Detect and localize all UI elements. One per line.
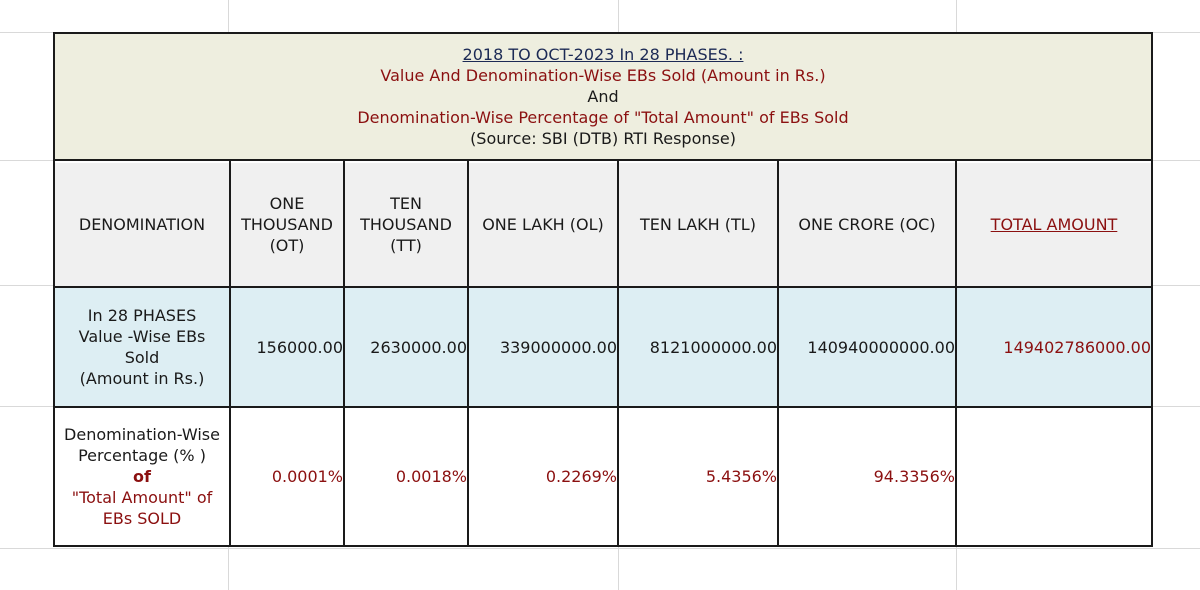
percent-tt: 0.0018% — [345, 408, 467, 545]
percent-row-label: Denomination-Wise Percentage (% ) of "To… — [55, 408, 229, 545]
header-tt-line1: TEN — [390, 194, 422, 213]
percent-label-line5: EBs SOLD — [102, 509, 182, 528]
value-row-label-line2: Value -Wise EBs — [78, 327, 206, 346]
column-divider — [617, 161, 619, 545]
value-row-label-line1: In 28 PHASES — [87, 306, 197, 325]
row-divider — [55, 286, 1151, 288]
percent-tl: 5.4356% — [619, 408, 777, 545]
grid-hline — [0, 548, 1200, 549]
percent-ol: 0.2269% — [469, 408, 617, 545]
column-divider — [467, 161, 469, 545]
percent-total — [957, 408, 1151, 545]
header-ot-line3: (OT) — [269, 236, 305, 255]
value-ol-text: 339000000.00 — [499, 337, 617, 357]
percent-ot-text: 0.0001% — [271, 467, 343, 486]
percent-tl-text: 5.4356% — [705, 467, 777, 486]
value-total: 149402786000.00 — [957, 288, 1151, 406]
value-oc: 140940000000.00 — [779, 288, 955, 406]
header-ot: ONE THOUSAND (OT) — [231, 163, 343, 286]
header-tt-line3: (TT) — [390, 236, 422, 255]
percent-ot: 0.0001% — [231, 408, 343, 545]
table-title: 2018 TO OCT-2023 In 28 PHASES. : Value A… — [55, 34, 1151, 161]
value-oc-text: 140940000000.00 — [807, 337, 955, 357]
value-tl: 8121000000.00 — [619, 288, 777, 406]
header-ol-label: ONE LAKH (OL) — [482, 215, 604, 234]
percent-label-line4: "Total Amount" of — [71, 488, 213, 507]
header-ot-line2: THOUSAND — [241, 215, 333, 234]
percent-ol-text: 0.2269% — [545, 467, 617, 486]
percent-oc: 94.3356% — [779, 408, 955, 545]
value-ot: 156000.00 — [231, 288, 343, 406]
title-source: (Source: SBI (DTB) RTI Response) — [470, 129, 736, 148]
value-tt: 2630000.00 — [345, 288, 467, 406]
data-table: 2018 TO OCT-2023 In 28 PHASES. : Value A… — [53, 32, 1153, 547]
percent-label-line3: of — [133, 467, 151, 486]
row-divider — [55, 406, 1151, 408]
value-tt-text: 2630000.00 — [370, 337, 467, 357]
header-denomination: DENOMINATION — [55, 163, 229, 286]
value-ol: 339000000.00 — [469, 288, 617, 406]
percent-tt-text: 0.0018% — [395, 467, 467, 486]
header-tt: TEN THOUSAND (TT) — [345, 163, 467, 286]
column-divider — [955, 161, 957, 545]
column-divider — [343, 161, 345, 545]
header-tt-line2: THOUSAND — [360, 215, 452, 234]
header-tl-label: TEN LAKH (TL) — [640, 215, 756, 234]
header-oc-label: ONE CRORE (OC) — [798, 215, 936, 234]
value-ot-text: 156000.00 — [256, 337, 343, 357]
header-ol: ONE LAKH (OL) — [469, 163, 617, 286]
title-value: Value And Denomination-Wise EBs Sold (Am… — [380, 66, 826, 85]
header-denomination-label: DENOMINATION — [78, 215, 206, 234]
value-total-text: 149402786000.00 — [1003, 337, 1151, 357]
title-and: And — [587, 87, 619, 106]
header-tl: TEN LAKH (TL) — [619, 163, 777, 286]
column-divider — [229, 161, 231, 545]
header-ot-line1: ONE — [269, 194, 305, 213]
value-tl-text: 8121000000.00 — [649, 337, 777, 357]
column-divider — [777, 161, 779, 545]
value-row-label-line3: Sold — [124, 348, 160, 367]
value-row-label: In 28 PHASES Value -Wise EBs Sold (Amoun… — [55, 288, 229, 406]
title-percentage: Denomination-Wise Percentage of "Total A… — [357, 108, 849, 127]
percent-label-line1: Denomination-Wise — [64, 425, 220, 444]
title-period: 2018 TO OCT-2023 In 28 PHASES. : — [462, 45, 744, 64]
percent-label-line2: Percentage (% ) — [78, 446, 206, 465]
header-oc: ONE CRORE (OC) — [779, 163, 955, 286]
header-total-label: TOTAL AMOUNT — [990, 215, 1118, 234]
header-total: TOTAL AMOUNT — [957, 163, 1151, 286]
value-row-label-line4: (Amount in Rs.) — [79, 369, 205, 388]
percent-oc-text: 94.3356% — [873, 467, 955, 486]
